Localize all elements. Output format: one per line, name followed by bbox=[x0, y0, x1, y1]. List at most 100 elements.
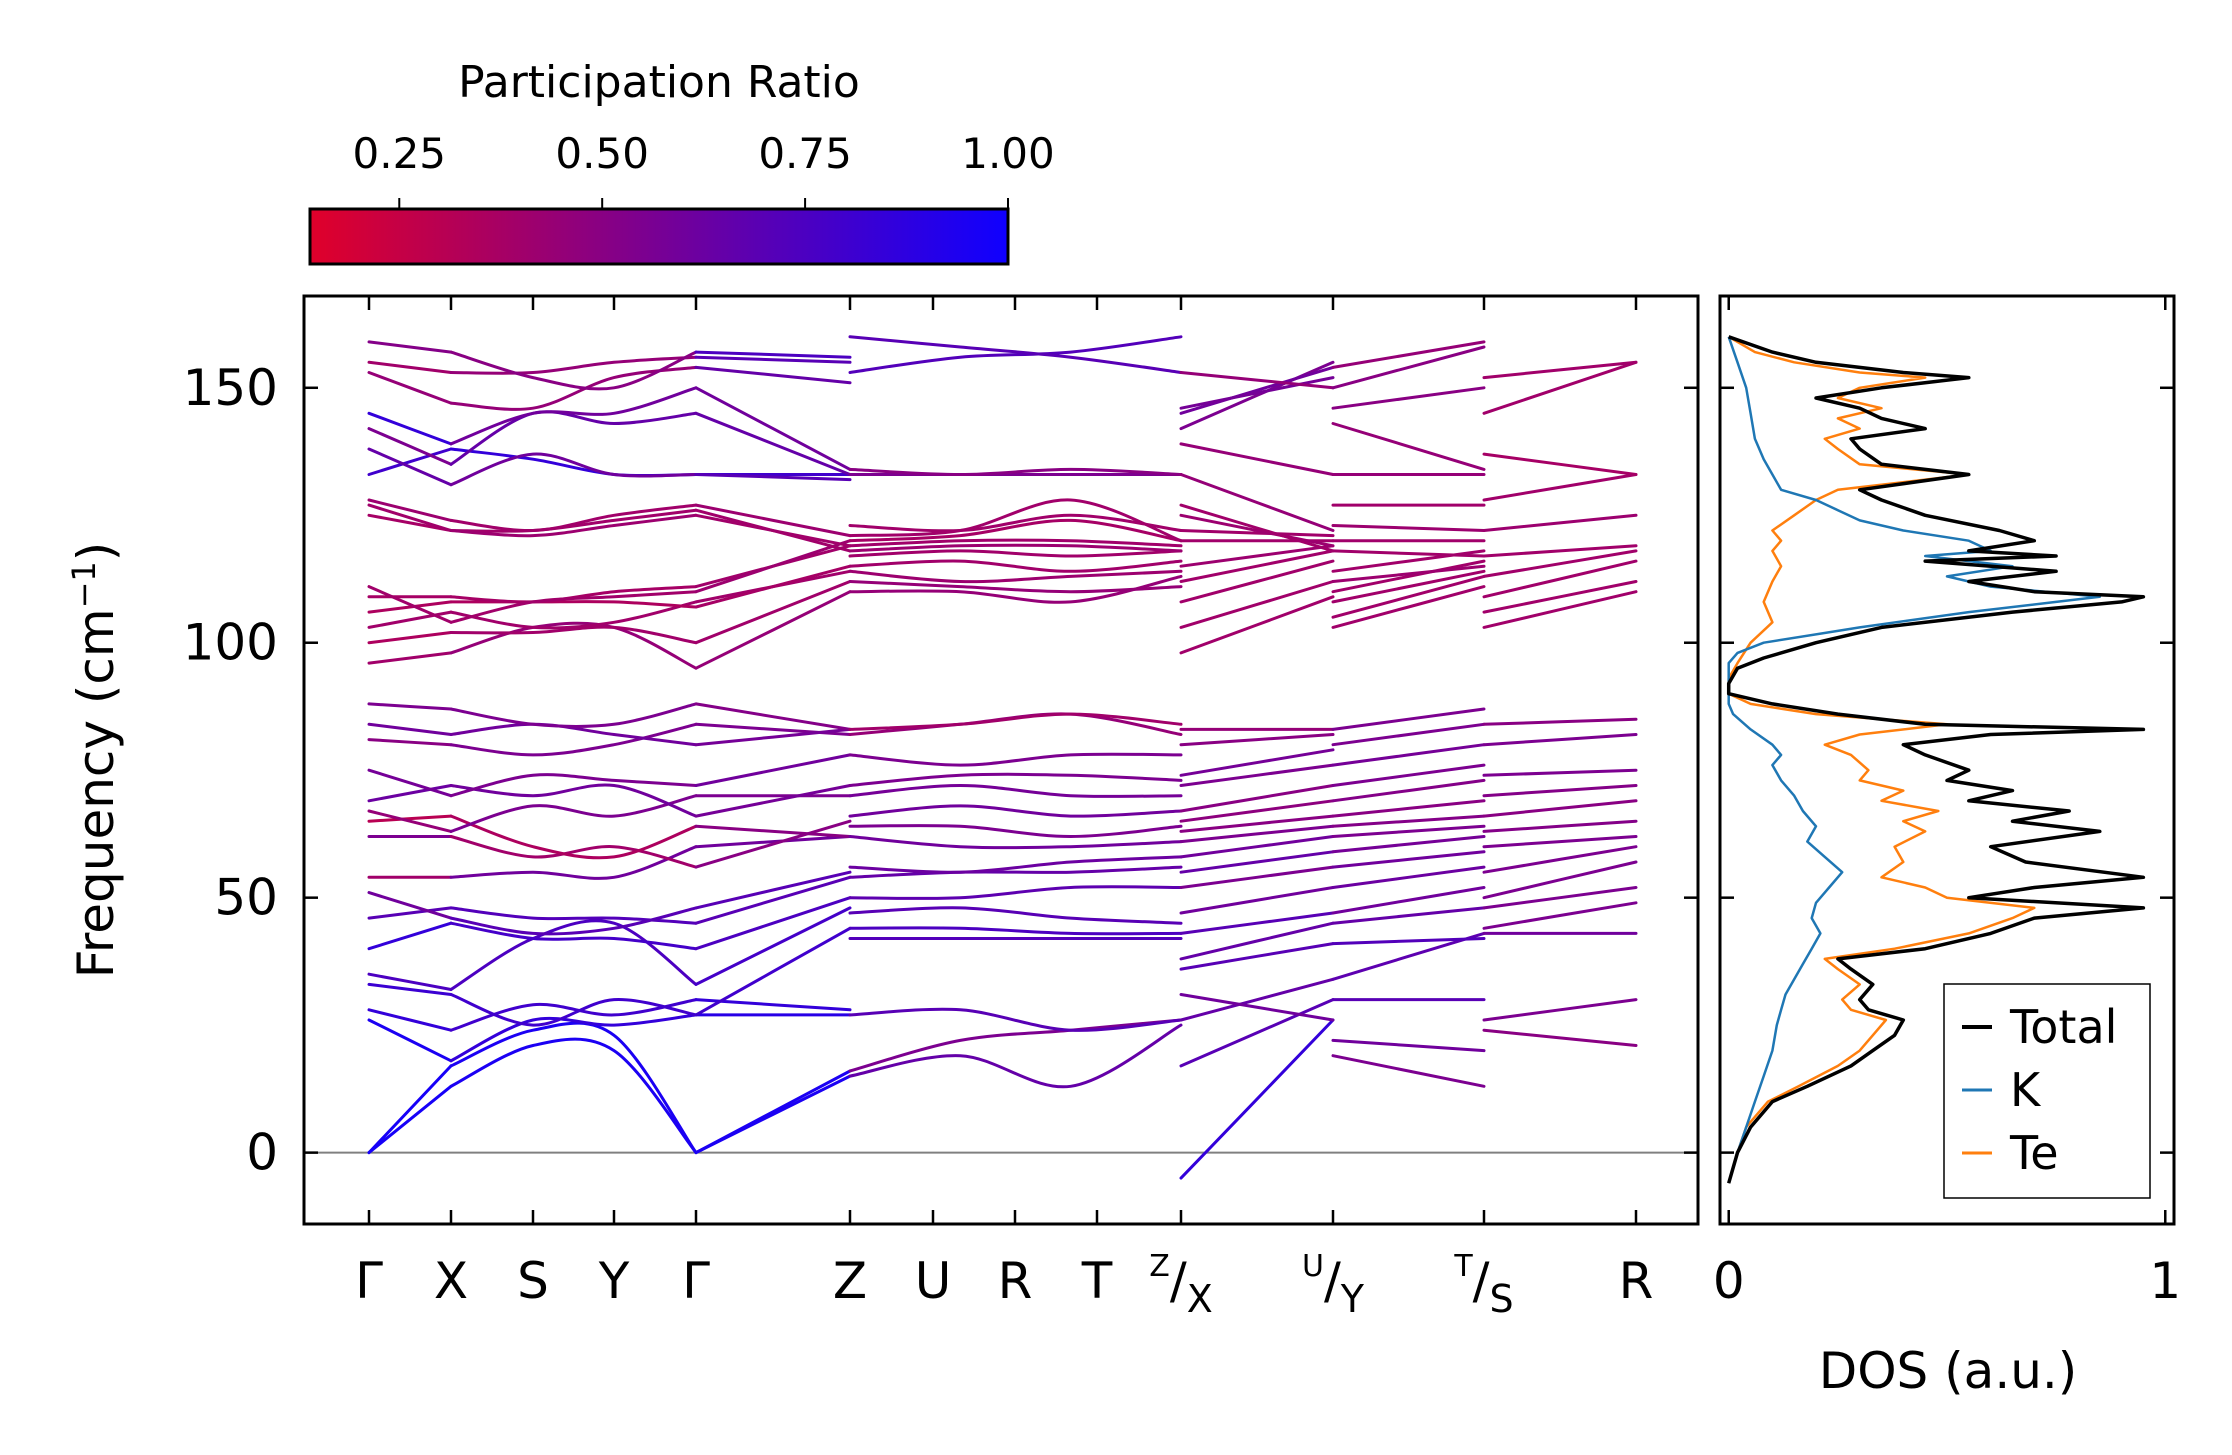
kpoint-label-sup: T bbox=[1453, 1249, 1473, 1284]
phonon-band bbox=[694, 824, 852, 838]
phonon-band bbox=[848, 1023, 1183, 1089]
phonon-band bbox=[1331, 559, 1486, 594]
phonon-band bbox=[367, 447, 453, 487]
phonon-band bbox=[694, 896, 852, 951]
phonon-band bbox=[694, 411, 852, 476]
phonon-band bbox=[694, 753, 852, 787]
path-break bbox=[1484, 316, 1485, 1204]
phonon-band bbox=[848, 498, 1183, 543]
path-break bbox=[1333, 316, 1334, 1204]
phonon-band bbox=[1179, 473, 1335, 532]
phonon-band bbox=[367, 972, 453, 991]
phonon-band bbox=[1482, 860, 1638, 900]
phonon-band bbox=[1331, 1054, 1486, 1088]
phonon-band bbox=[848, 1007, 1183, 1032]
phonon-band bbox=[1331, 722, 1486, 747]
phonon-band bbox=[449, 814, 698, 860]
phonon-band bbox=[694, 386, 852, 471]
phonon-band bbox=[1179, 921, 1335, 961]
phonon-band bbox=[367, 702, 453, 711]
colorbar-gradient bbox=[308, 207, 1010, 266]
phonon-band bbox=[694, 702, 852, 731]
frequency-tick-label: 50 bbox=[214, 869, 278, 927]
band-axes-frame bbox=[302, 294, 1700, 1226]
phonon-band bbox=[1179, 580, 1335, 629]
phonon-band bbox=[1482, 901, 1638, 930]
phonon-band bbox=[367, 921, 453, 951]
phonon-band bbox=[1331, 886, 1486, 915]
phonon-band bbox=[1179, 835, 1335, 859]
dos-tick-label: 0 bbox=[1713, 1252, 1745, 1310]
phonon-band bbox=[694, 513, 852, 548]
dos-curve-k bbox=[1727, 336, 2102, 1184]
kpoint-label: Γ bbox=[682, 1252, 710, 1310]
phonon-band bbox=[449, 600, 698, 609]
kpoint-label-sub: Y bbox=[1340, 1277, 1365, 1321]
phonon-band bbox=[367, 600, 453, 614]
phonon-band bbox=[694, 365, 852, 385]
phonon-band bbox=[1482, 784, 1638, 798]
colorbar-tick-label: 0.75 bbox=[758, 129, 852, 178]
kpoint-label: Z bbox=[833, 1252, 867, 1310]
phonon-band bbox=[848, 885, 1183, 900]
kpoint-label: Γ bbox=[355, 1252, 383, 1310]
path-break bbox=[1181, 316, 1182, 1204]
phonon-band bbox=[1482, 580, 1638, 614]
phonon-band bbox=[1331, 906, 1486, 925]
phonon-band bbox=[449, 921, 698, 951]
phonon-band bbox=[449, 1013, 698, 1063]
phonon-band bbox=[1179, 942, 1335, 971]
phonon-band bbox=[449, 1037, 698, 1155]
phonon-band bbox=[449, 794, 698, 833]
phonon-band bbox=[449, 845, 698, 880]
phonon-bands bbox=[367, 316, 1638, 1204]
phonon-band bbox=[1482, 835, 1638, 849]
phonon-band bbox=[367, 982, 453, 996]
kpoint-label-main: / bbox=[1324, 1252, 1341, 1310]
phonon-band bbox=[1331, 345, 1486, 390]
phonon-band bbox=[848, 569, 1183, 584]
phonon-band bbox=[1179, 559, 1335, 604]
phonon-band bbox=[1482, 998, 1638, 1022]
phonon-band bbox=[694, 784, 852, 818]
phonon-band bbox=[848, 865, 1183, 879]
colorbar-title: Participation Ratio bbox=[458, 57, 860, 108]
phonon-band bbox=[1331, 835, 1486, 854]
phonon-band bbox=[449, 906, 698, 936]
phonon-band bbox=[1331, 1038, 1486, 1053]
phonon-band bbox=[1482, 559, 1638, 599]
legend-label-total: Total bbox=[2009, 1000, 2117, 1054]
colorbar-tick-label: 0.50 bbox=[555, 129, 649, 178]
phonon-band bbox=[367, 411, 453, 446]
phonon-band bbox=[367, 371, 453, 405]
phonon-band bbox=[1331, 850, 1486, 869]
phonon-band bbox=[848, 549, 1183, 558]
phonon-band bbox=[1331, 574, 1486, 619]
phonon-band bbox=[694, 906, 852, 986]
phonon-band bbox=[694, 875, 852, 925]
phonon-band bbox=[694, 564, 852, 609]
phonon-band bbox=[1179, 977, 1335, 1022]
phonon-band bbox=[449, 600, 698, 630]
phonon-band bbox=[1331, 422, 1486, 471]
phonon-band bbox=[449, 773, 698, 798]
phonon-band bbox=[449, 919, 698, 991]
phonon-band bbox=[1179, 595, 1335, 655]
phonon-band bbox=[367, 814, 453, 823]
phonon-band bbox=[367, 891, 453, 920]
phonon-band bbox=[367, 722, 453, 736]
kpoint-label: R bbox=[1619, 1252, 1654, 1310]
phonon-band bbox=[1179, 365, 1335, 415]
phonon-band bbox=[848, 538, 1183, 548]
phonon-band bbox=[449, 508, 698, 533]
phonon-band bbox=[1331, 340, 1486, 369]
phonon-band bbox=[1482, 768, 1638, 777]
phonon-band bbox=[1331, 824, 1486, 838]
phonon-band bbox=[1179, 824, 1335, 844]
dos-curve-total bbox=[1726, 335, 2146, 1184]
phonon-band bbox=[449, 993, 698, 1027]
colorbar: Participation Ratio 0.25 0.50 0.75 1.00 bbox=[308, 57, 1055, 266]
phonon-band bbox=[367, 768, 453, 798]
kpoint-label: R bbox=[998, 1252, 1033, 1310]
